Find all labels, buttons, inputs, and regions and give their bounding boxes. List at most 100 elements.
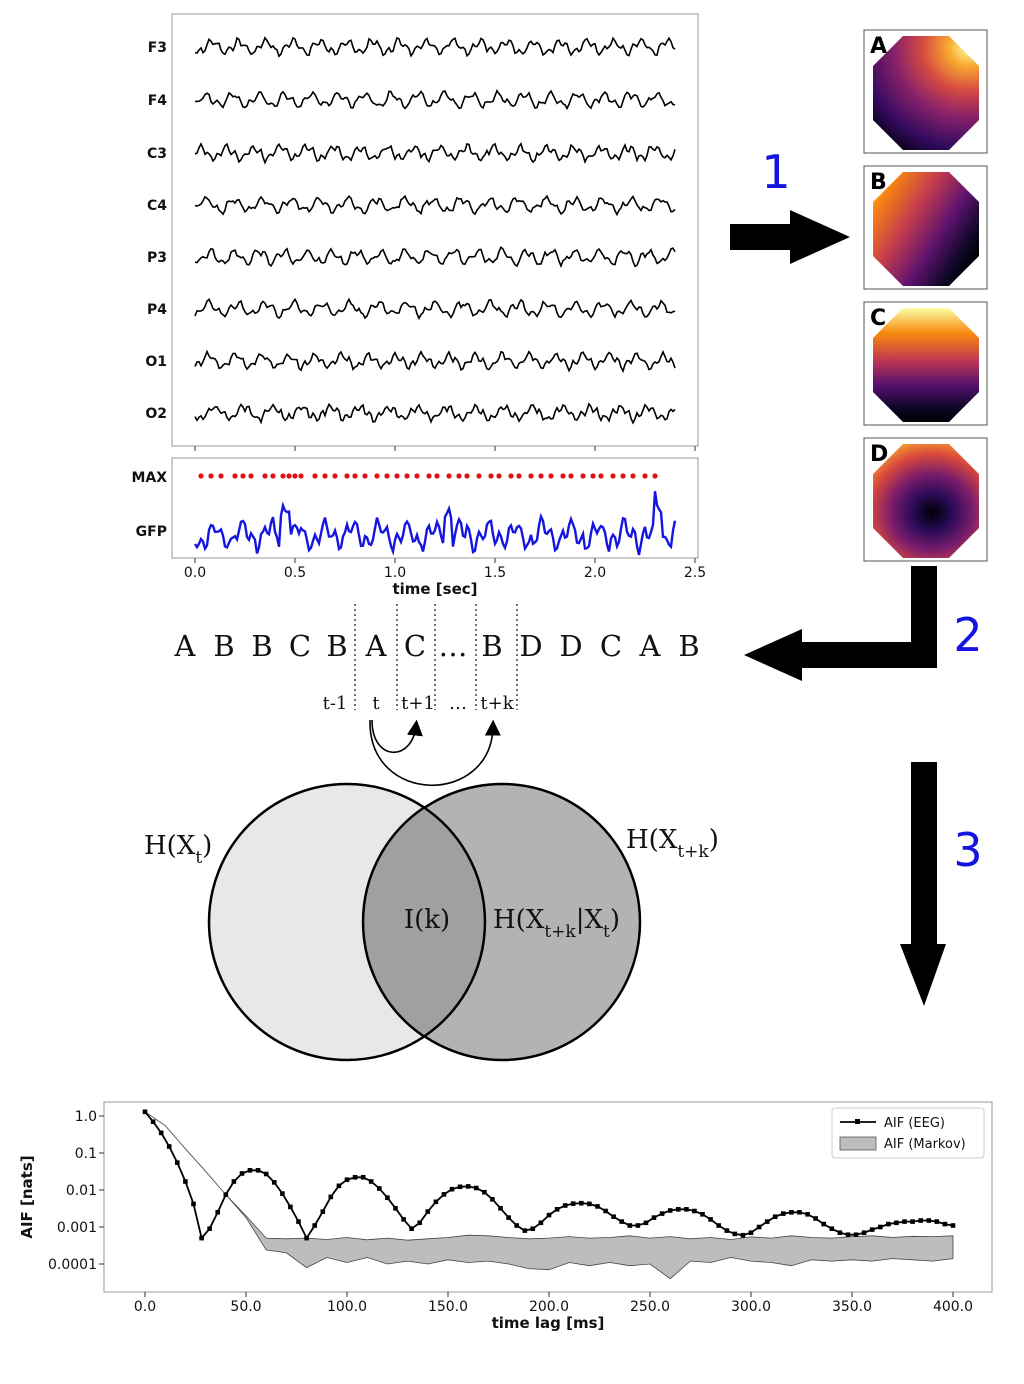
aif-eeg-point [934,1219,940,1224]
sequence-symbol: D [519,629,542,663]
aif-eeg-point [926,1218,932,1223]
aif-eeg-point [506,1215,511,1220]
aif-eeg-point [546,1212,552,1218]
aif-eeg-point [530,1226,536,1231]
aif-x-tick-label: 150.0 [428,1299,468,1315]
venn-left-label: H(Xt) [144,831,212,868]
legend-eeg-label: AIF (EEG) [884,1116,945,1131]
aif-eeg-point [918,1218,923,1223]
gfp-max-dot [414,473,420,479]
aif-x-tick-label: 350.0 [832,1299,872,1315]
aif-eeg-point [845,1232,851,1237]
gfp-max-dot [292,473,298,479]
aif-eeg-point [344,1177,350,1182]
map-heat [873,36,979,150]
eeg-trace-f3 [194,36,676,58]
aif-eeg-point [861,1230,867,1235]
max-label: MAX [131,470,167,486]
aif-y-tick-label: 1.0 [75,1109,97,1125]
gfp-max-dot [344,473,350,479]
gfp-max-dot [488,473,494,479]
gfp-max-dot [496,473,502,479]
aif-eeg-point [676,1207,681,1212]
aif-eeg-point [449,1186,455,1192]
aif-eeg-point [789,1210,794,1215]
legend-markov-label: AIF (Markov) [884,1137,966,1152]
aif-eeg-point [579,1200,584,1206]
aif-eeg-point [336,1183,342,1189]
eeg-trace-p4 [194,297,676,321]
aif-x-tick-label: 0.0 [134,1299,156,1315]
channel-label-f4: F4 [148,93,168,109]
aif-eeg-point [280,1191,285,1196]
venn-right-label: H(Xt+k) [626,825,719,862]
gfp-max-dot [528,473,534,479]
aif-x-tick-label: 100.0 [327,1299,367,1315]
legend-markov-swatch [839,1136,877,1151]
aif-eeg-point [368,1179,374,1184]
gfp-max-dot [434,473,440,479]
aif-eeg-point [667,1208,673,1213]
gfp-max-dot [580,473,586,479]
aif-eeg-point [813,1216,818,1221]
sequence-symbol: B [213,629,234,663]
aif-eeg-point [902,1219,907,1224]
aif-eeg-point [570,1201,576,1206]
aif-eeg-point [199,1235,204,1241]
aif-eeg-point [522,1228,528,1233]
aif-eeg-point [781,1211,786,1216]
gfp-max-dot [298,473,304,479]
channel-label-o1: O1 [145,354,167,370]
map-topography [873,36,979,150]
map-topography [873,172,979,286]
gfp-max-dot [322,473,328,479]
gfp-max-dot [548,473,554,479]
aif-eeg-point [425,1209,431,1214]
aif-eeg-point [312,1223,317,1228]
aif-eeg-point [894,1220,899,1226]
eeg-x-tick-label: 0.0 [184,565,206,581]
gfp-max-dot [538,473,544,479]
aif-eeg-point [611,1214,616,1219]
aif-eeg-point [772,1214,778,1219]
aif-eeg-point [805,1212,810,1217]
aif-eeg-point [158,1130,164,1136]
time-index-label: t [372,693,380,714]
aif-eeg-point [538,1220,544,1226]
map-label-a: A [870,34,887,59]
map-heat [873,444,979,558]
aif-eeg-point [732,1231,738,1237]
sequence-symbol: D [559,629,582,663]
gfp-max-dot [516,473,522,479]
gfp-max-dot [404,473,410,479]
aif-eeg-point [756,1224,762,1230]
gfp-max-dot [630,473,636,479]
aif-eeg-point [659,1211,665,1216]
eeg-x-axis-label: time [sec] [392,580,477,598]
aif-eeg-point [643,1220,649,1226]
aif-eeg-point [150,1119,156,1124]
gfp-max-dot [598,473,604,479]
aif-eeg-point [175,1160,180,1165]
aif-eeg-point [223,1192,229,1197]
aif-eeg-point [215,1210,220,1215]
eeg-trace-o1 [194,349,676,374]
aif-eeg-point [296,1219,301,1224]
aif-eeg-point [797,1210,802,1215]
gfp-max-dot [426,473,432,479]
aif-eeg-point [288,1204,293,1210]
eeg-trace-o2 [194,402,676,425]
aif-eeg-point [748,1230,754,1235]
sequence-symbol: B [326,629,347,663]
gfp-max-dot [332,473,338,479]
aif-eeg-point [490,1197,495,1202]
gfp-max-dot [280,473,286,479]
map-label-d: D [870,442,888,467]
aif-eeg-point [352,1175,358,1180]
gfp-max-dot [610,473,616,479]
aif-eeg-point [231,1179,237,1184]
sequence-symbol: A [365,629,388,663]
aif-eeg-point [821,1221,826,1227]
aif-eeg-point [320,1209,326,1214]
aif-eeg-point [417,1220,422,1226]
